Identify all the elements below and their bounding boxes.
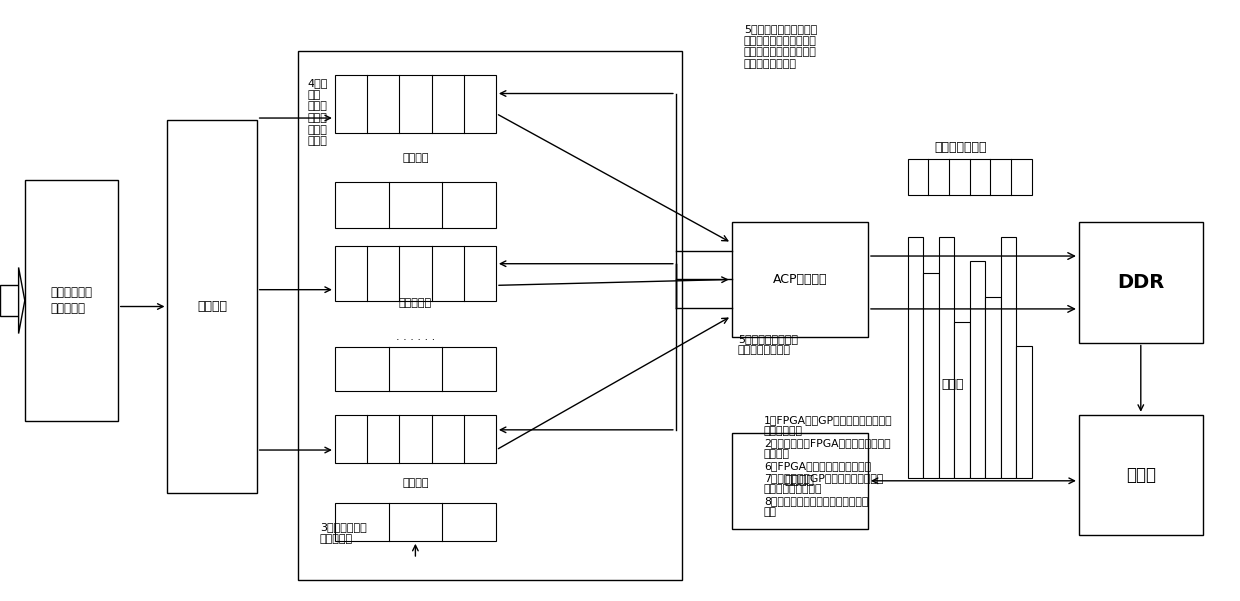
Text: 5、每包数据写结束
后，更新写指针：: 5、每包数据写结束 后，更新写指针： <box>738 334 797 355</box>
Bar <box>335 503 496 541</box>
Bar <box>939 237 955 478</box>
Bar <box>25 180 118 421</box>
Text: 外部通信接口
如以太网等: 外部通信接口 如以太网等 <box>51 287 92 314</box>
Text: 4、报
文接
收，写
入相应
优先级
缓冲：: 4、报 文接 收，写 入相应 优先级 缓冲： <box>308 78 327 146</box>
Bar <box>923 273 939 478</box>
Text: 处理器: 处理器 <box>1126 466 1156 484</box>
Text: 5、调度模块为数据包建
立描述信息，根据内存配
置，将数据包和配套的描
述信息写入内存：: 5、调度模块为数据包建 立描述信息，根据内存配 置，将数据包和配套的描 述信息写… <box>744 24 817 69</box>
Bar <box>335 347 496 391</box>
Text: 高优先级: 高优先级 <box>402 153 429 163</box>
Text: ACP调度模块: ACP调度模块 <box>773 273 827 286</box>
Bar <box>1079 222 1203 343</box>
Text: 数据包: 数据包 <box>941 378 963 391</box>
Bar <box>335 75 496 133</box>
Bar <box>908 159 1032 195</box>
Text: 数据包描述信息: 数据包描述信息 <box>935 141 987 154</box>
Bar <box>985 297 1001 478</box>
Bar <box>970 261 986 478</box>
Bar <box>955 322 970 478</box>
Text: 外设接口: 外设接口 <box>197 300 227 313</box>
Text: · · · · · ·: · · · · · · <box>396 335 435 344</box>
Text: 低优先级: 低优先级 <box>402 478 429 488</box>
Text: 1、FPGA通过GP接口告诉处理器优先
级配置数量；
2、处理器配置FPGA，为每种优先级分
配内存；
6、FPGA更新描述信息写指针；
7、处理器通过GP口读: 1、FPGA通过GP接口告诉处理器优先 级配置数量； 2、处理器配置FPGA，为… <box>764 415 893 517</box>
Bar <box>298 51 682 580</box>
Text: 中等优先级: 中等优先级 <box>399 299 432 308</box>
Bar <box>0 285 19 316</box>
Bar <box>908 237 923 478</box>
Bar <box>732 433 868 529</box>
Polygon shape <box>19 267 25 334</box>
Bar <box>167 120 257 493</box>
Text: DDR: DDR <box>1117 273 1164 292</box>
Bar <box>335 415 496 463</box>
Bar <box>732 222 868 337</box>
Bar <box>1001 237 1017 478</box>
Bar <box>335 183 496 228</box>
Text: 3、为优先级分
配缓冲区：: 3、为优先级分 配缓冲区： <box>320 522 367 544</box>
Bar <box>1079 415 1203 535</box>
Bar <box>1017 346 1032 478</box>
Text: 配置模块: 配置模块 <box>785 474 815 487</box>
Bar <box>335 246 496 301</box>
